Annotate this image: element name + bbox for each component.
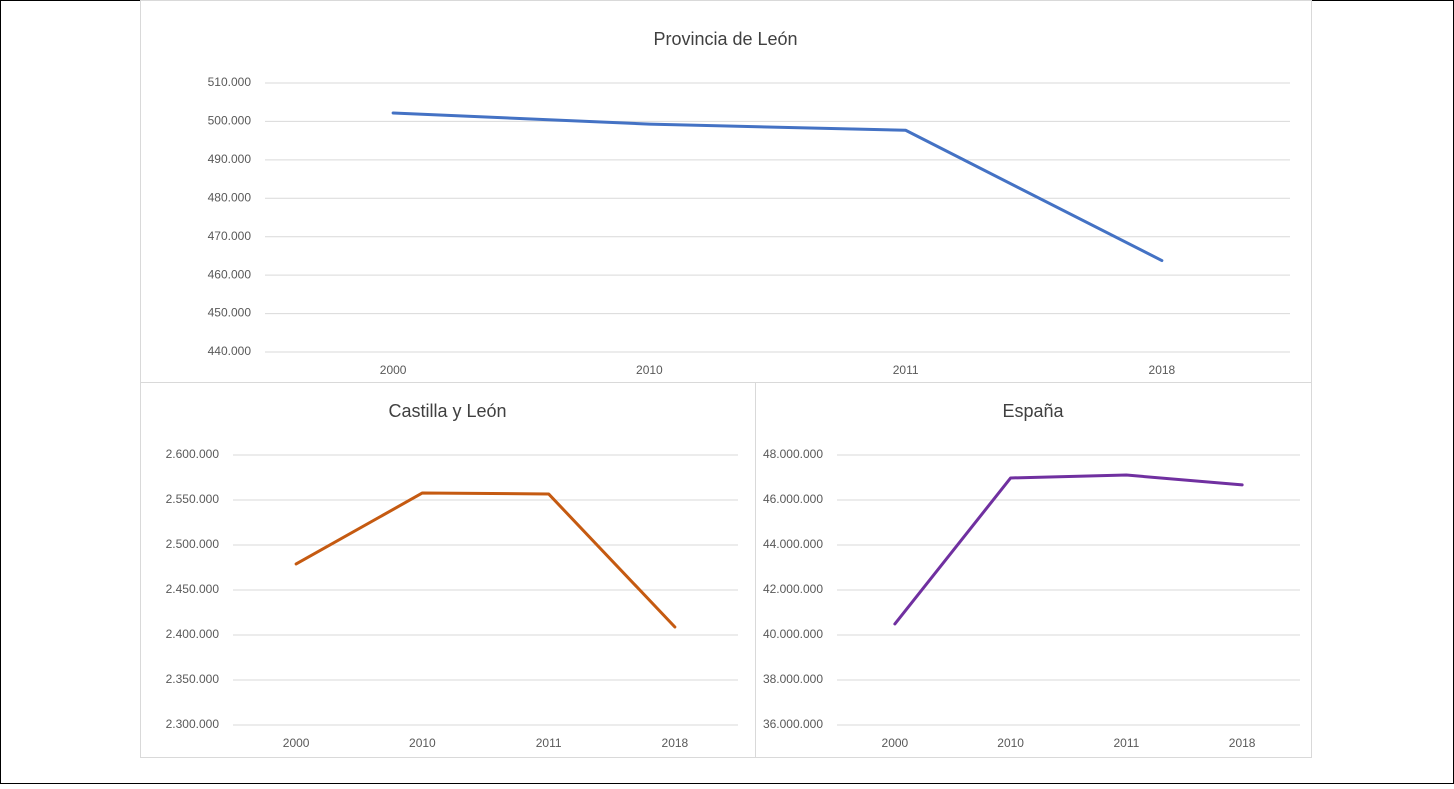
y-tick-label: 440.000 <box>208 344 252 358</box>
y-tick-label: 2.300.000 <box>166 717 220 731</box>
x-tick-label: 2000 <box>380 363 407 377</box>
chart-title: Provincia de León <box>653 29 797 49</box>
y-tick-label: 470.000 <box>208 229 252 243</box>
y-tick-label: 2.350.000 <box>166 672 220 686</box>
x-tick-label: 2010 <box>636 363 663 377</box>
chart-area <box>140 0 1312 383</box>
y-tick-label: 2.550.000 <box>166 492 220 506</box>
data-line <box>391 111 1164 263</box>
y-tick-label: 42.000.000 <box>763 582 823 596</box>
y-tick-label: 500.000 <box>208 114 252 128</box>
x-tick-label: 2000 <box>283 736 310 750</box>
y-tick-label: 2.400.000 <box>166 627 220 641</box>
x-tick-label: 2000 <box>882 736 909 750</box>
chart-area <box>755 382 1312 758</box>
y-tick-label: 36.000.000 <box>763 717 823 731</box>
chart-area <box>140 382 756 758</box>
y-tick-label: 2.600.000 <box>166 447 220 461</box>
chart-title: España <box>1002 401 1064 421</box>
data-line <box>893 473 1244 626</box>
x-tick-label: 2010 <box>409 736 436 750</box>
y-tick-label: 48.000.000 <box>763 447 823 461</box>
y-tick-label: 38.000.000 <box>763 672 823 686</box>
x-tick-label: 2011 <box>1113 736 1139 750</box>
x-tick-label: 2018 <box>1149 363 1176 377</box>
x-tick-label: 2018 <box>662 736 689 750</box>
x-tick-label: 2011 <box>893 363 919 377</box>
chart-title: Castilla y León <box>388 401 506 421</box>
y-tick-label: 2.450.000 <box>166 582 220 596</box>
x-tick-label: 2011 <box>536 736 562 750</box>
y-tick-label: 44.000.000 <box>763 537 823 551</box>
y-tick-label: 510.000 <box>208 75 252 89</box>
y-tick-label: 2.500.000 <box>166 537 220 551</box>
y-tick-label: 480.000 <box>208 190 252 204</box>
y-tick-label: 490.000 <box>208 152 252 166</box>
x-tick-label: 2018 <box>1229 736 1256 750</box>
y-tick-label: 450.000 <box>208 306 252 320</box>
y-tick-label: 46.000.000 <box>763 492 823 506</box>
y-tick-label: 460.000 <box>208 267 252 281</box>
x-tick-label: 2010 <box>997 736 1024 750</box>
y-tick-label: 40.000.000 <box>763 627 823 641</box>
data-line <box>294 491 677 629</box>
